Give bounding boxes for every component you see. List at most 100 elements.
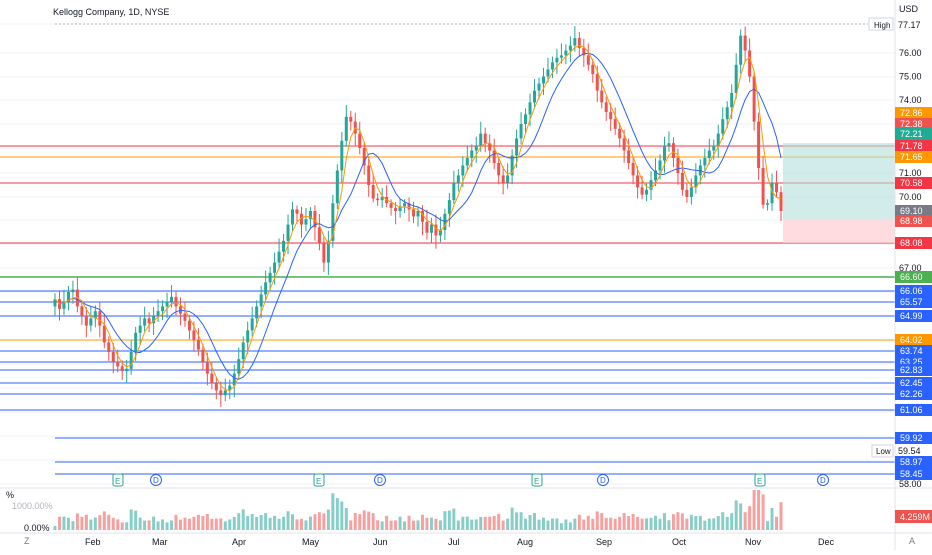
level-tag-value: 58.45 bbox=[900, 469, 923, 479]
volume-bar bbox=[568, 522, 572, 530]
volume-bar bbox=[676, 512, 680, 530]
volume-bar bbox=[165, 522, 169, 530]
volume-bar bbox=[425, 517, 429, 530]
volume-bar bbox=[403, 521, 407, 530]
volume-bar bbox=[707, 518, 711, 530]
month-label: Jun bbox=[373, 537, 388, 547]
level-tag-value: 62.26 bbox=[900, 389, 923, 399]
candle-body bbox=[631, 163, 635, 176]
level-tag-value: 65.57 bbox=[900, 297, 923, 307]
currency-label: USD bbox=[899, 4, 919, 14]
volume-bar bbox=[322, 513, 326, 530]
time-axis[interactable]: Feb Mar Apr May Jun Jul Aug Sep Oct Nov Dec bbox=[85, 537, 835, 547]
volume-bar bbox=[591, 518, 595, 530]
volume-last-value: 4.259M bbox=[900, 512, 930, 522]
volume-bar bbox=[649, 517, 653, 530]
level-tag bbox=[895, 456, 932, 468]
volume-pct-label: % bbox=[6, 490, 14, 500]
candle-body bbox=[461, 165, 465, 176]
candle-body bbox=[66, 292, 70, 302]
candle-body bbox=[779, 192, 783, 211]
candle-body bbox=[600, 90, 604, 103]
candle-body bbox=[116, 361, 120, 367]
volume-bar bbox=[582, 519, 586, 530]
low-badge bbox=[871, 444, 894, 458]
volume-bar bbox=[340, 501, 344, 530]
price-tick-label: 74.00 bbox=[899, 95, 922, 105]
candle-body bbox=[228, 385, 232, 391]
candle-body bbox=[425, 221, 429, 233]
volume-bar bbox=[671, 514, 675, 530]
zoom-left-icon[interactable]: Z bbox=[24, 536, 30, 546]
candle-body bbox=[84, 316, 88, 326]
volume-bar bbox=[120, 522, 124, 530]
month-label: Feb bbox=[85, 537, 101, 547]
volume-bar bbox=[98, 515, 102, 530]
candle-body bbox=[156, 311, 160, 316]
volume-bar bbox=[501, 520, 505, 530]
candle-body bbox=[170, 296, 174, 302]
candle-body bbox=[246, 330, 250, 343]
volume-bar bbox=[761, 494, 765, 530]
candle-body bbox=[618, 128, 622, 139]
level-tag-value: 61.06 bbox=[900, 405, 923, 415]
volume-last-tag bbox=[895, 510, 932, 523]
volume-bar bbox=[600, 513, 604, 530]
volume-scale-bottom: 0.00% bbox=[24, 523, 50, 533]
candle-body bbox=[716, 133, 720, 146]
candle-body bbox=[573, 38, 577, 46]
candle-body bbox=[766, 203, 770, 205]
volume-bar bbox=[550, 518, 554, 530]
volume-bar bbox=[152, 516, 156, 530]
volume-bar bbox=[618, 516, 622, 530]
level-tag bbox=[895, 388, 932, 400]
level-tag bbox=[895, 310, 932, 322]
candle-body bbox=[326, 240, 330, 263]
level-tag-value: 62.45 bbox=[900, 378, 923, 388]
candle-body bbox=[196, 340, 200, 350]
candle-body bbox=[250, 318, 254, 331]
level-tag-value: 62.83 bbox=[900, 365, 923, 375]
volume-bar bbox=[205, 514, 209, 530]
volume-bar bbox=[533, 513, 537, 530]
candle-body bbox=[533, 90, 537, 103]
volume-bar bbox=[147, 520, 151, 530]
high-label: High bbox=[874, 21, 890, 30]
volume-bar bbox=[613, 518, 617, 530]
candle-body bbox=[268, 272, 272, 283]
candle-body bbox=[595, 74, 599, 91]
candle-body bbox=[277, 251, 281, 263]
candle-body bbox=[510, 155, 514, 176]
low-value: 59.54 bbox=[898, 446, 921, 456]
price-tick-label: 67.00 bbox=[899, 263, 922, 273]
volume-bar bbox=[515, 512, 519, 530]
candle-body bbox=[371, 185, 375, 199]
volume-bar bbox=[528, 515, 532, 530]
candle-body bbox=[501, 175, 505, 183]
volume-bar bbox=[246, 516, 250, 530]
level-tag bbox=[895, 271, 932, 283]
candle-body bbox=[429, 224, 433, 233]
dividend-marker bbox=[150, 474, 162, 486]
zoom-right-icon[interactable]: A bbox=[909, 536, 915, 546]
level-tag bbox=[895, 140, 932, 152]
candle-body bbox=[470, 150, 474, 158]
candle-body bbox=[232, 373, 236, 386]
candle-body bbox=[129, 352, 133, 369]
volume-bar bbox=[349, 520, 353, 530]
volume-bar bbox=[443, 511, 447, 530]
candle-body bbox=[255, 306, 259, 319]
candle-body bbox=[107, 342, 111, 352]
candle-body bbox=[586, 55, 590, 65]
volume-bar bbox=[394, 520, 398, 530]
candle-body bbox=[734, 64, 738, 93]
level-tag bbox=[895, 118, 932, 130]
candle-body bbox=[546, 69, 550, 77]
candle-body bbox=[447, 200, 451, 214]
volume-bar bbox=[524, 518, 528, 530]
volume-bar bbox=[93, 517, 97, 530]
volume-bar bbox=[385, 515, 389, 530]
volume-bar bbox=[748, 506, 752, 530]
level-tag bbox=[895, 237, 932, 249]
level-tag bbox=[895, 296, 932, 308]
